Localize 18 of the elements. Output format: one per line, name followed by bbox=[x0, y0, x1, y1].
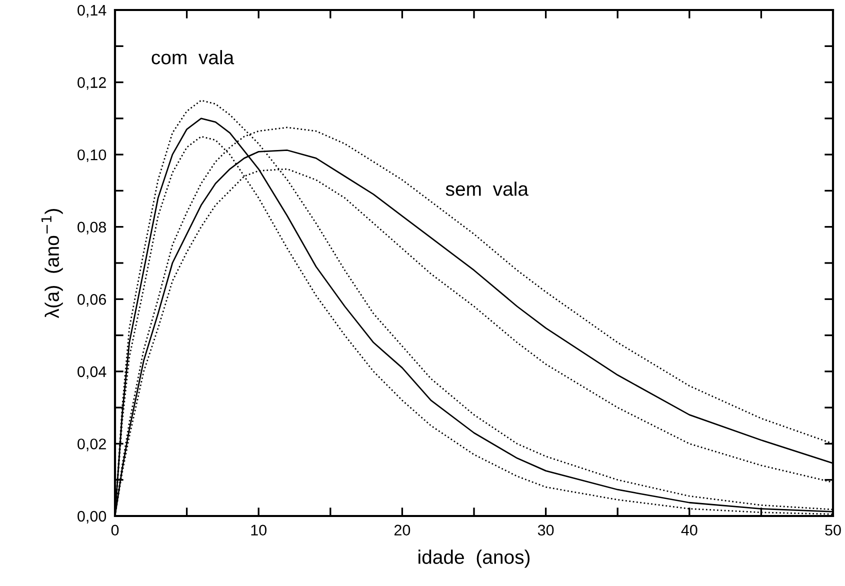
y-tick-label: 0,12 bbox=[78, 77, 106, 90]
y-axis-title: λ(a) (ano$^{−1}$) bbox=[41, 209, 63, 318]
x-tick-label: 50 bbox=[825, 524, 841, 536]
x-axis-title: idade (anos) bbox=[418, 550, 530, 568]
x-tick-label: 20 bbox=[394, 524, 410, 536]
y-tick-label: 0,06 bbox=[78, 294, 106, 307]
y-tick-label: 0,08 bbox=[78, 222, 106, 234]
y-tick-label: 0,10 bbox=[78, 149, 106, 162]
y-tick-label: 0,00 bbox=[78, 510, 106, 524]
x-tick-label: 0 bbox=[111, 524, 119, 536]
x-tick-label: 40 bbox=[681, 524, 698, 536]
annotation: sem vala bbox=[446, 182, 528, 196]
y-tick-label: 0,14 bbox=[78, 4, 106, 18]
x-tick-label: 30 bbox=[538, 524, 554, 536]
annotation: com vala bbox=[152, 50, 234, 64]
x-tick-label: 10 bbox=[251, 524, 266, 536]
y-tick-label: 0,04 bbox=[78, 366, 106, 379]
y-tick-label: 0,02 bbox=[78, 438, 106, 452]
